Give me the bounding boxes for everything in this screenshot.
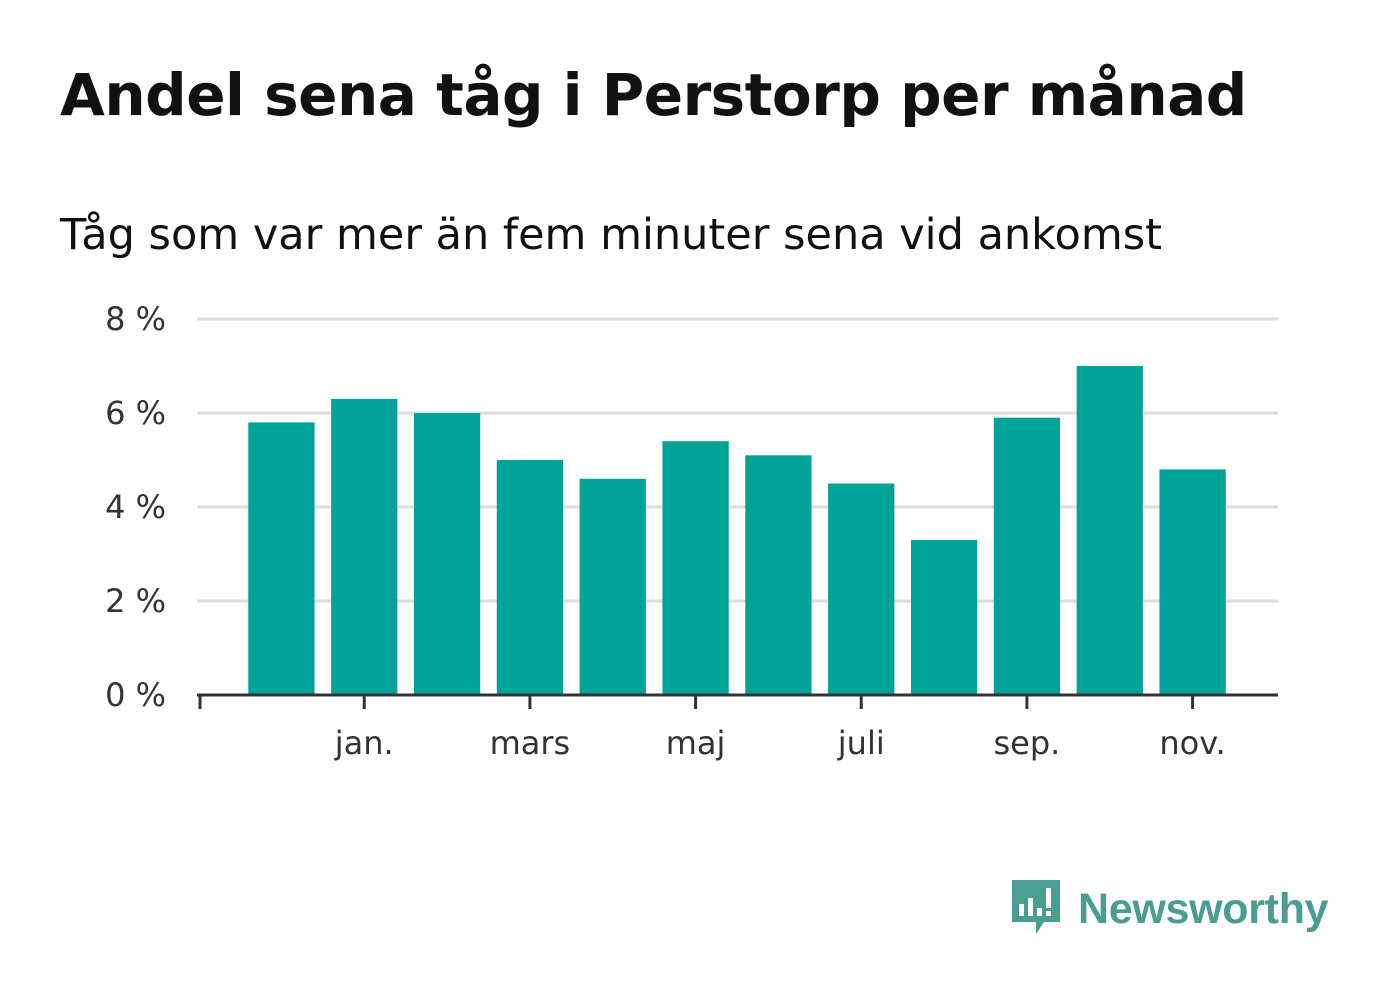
x-tick-label: mars — [490, 724, 571, 762]
y-axis-labels: 0 % 2 % 4 % 6 % 8 % — [105, 300, 166, 714]
newsworthy-logo: Newsworthy — [1010, 878, 1329, 940]
x-tick-label: maj — [666, 724, 726, 762]
x-axis — [197, 693, 1278, 709]
bar-okt — [1076, 366, 1143, 695]
bar-mars — [496, 460, 564, 695]
chart-subtitle: Tåg som var mer än fem minuter sena vid … — [60, 210, 1163, 260]
bar-apr — [579, 478, 646, 695]
y-tick-label: 0 % — [105, 676, 166, 714]
x-axis-labels: jan. mars maj juli sep. nov. — [334, 724, 1226, 762]
x-tick-label: sep. — [993, 724, 1060, 762]
bar-dec — [248, 422, 315, 695]
y-tick-label: 8 % — [105, 300, 166, 338]
bar-juli — [828, 483, 895, 695]
newsworthy-logo-icon — [1012, 880, 1060, 934]
bar-nov — [1159, 469, 1226, 695]
x-tick-label: jan. — [334, 724, 394, 762]
chart-title: Andel sena tåg i Perstorp per månad — [60, 61, 1247, 129]
bar-maj — [662, 441, 729, 695]
bars — [248, 366, 1226, 695]
y-tick-label: 6 % — [105, 394, 166, 432]
x-tick-label: nov. — [1159, 724, 1225, 762]
bar-feb — [413, 413, 481, 695]
bar-sep — [993, 417, 1061, 695]
x-tick-label: juli — [837, 724, 885, 762]
y-tick-label: 4 % — [105, 488, 166, 526]
bar-jan — [331, 398, 398, 695]
bar-juni — [745, 455, 812, 695]
y-tick-label: 2 % — [105, 582, 166, 620]
brand-name: Newsworthy — [1078, 884, 1329, 933]
bar-aug — [910, 539, 978, 695]
